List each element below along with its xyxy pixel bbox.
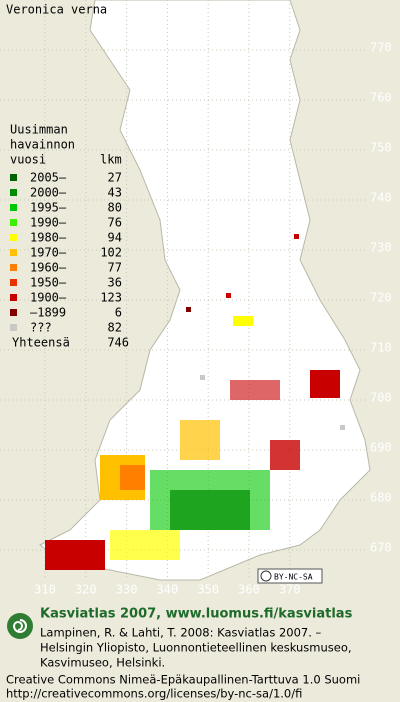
legend-swatch [10, 264, 17, 271]
y-grid-label: 670 [370, 541, 392, 555]
observation-cluster [170, 490, 250, 530]
cc-icon [260, 570, 272, 582]
legend-label: 1980– [30, 231, 67, 245]
legend-swatch [10, 189, 17, 196]
logo-swirl [12, 619, 27, 633]
citation-line: Lampinen, R. & Lahti, T. 2008: Kasviatla… [40, 626, 322, 640]
badge-box [257, 568, 323, 584]
legend-label: 2000– [30, 186, 67, 200]
badge-text: BY-NC-SA [274, 573, 313, 582]
legend-label: ??? [30, 321, 52, 335]
observation-cluster [45, 540, 105, 570]
legend-count: 102 [100, 246, 122, 260]
legend-swatch [10, 249, 17, 256]
legend-count: 27 [108, 171, 122, 185]
legend-label: –1899 [30, 306, 66, 320]
x-grid-label: 330 [116, 583, 138, 597]
legend-swatch [10, 204, 17, 211]
legend-count: 36 [108, 276, 122, 290]
observation-square [186, 307, 191, 312]
logo-circle [7, 613, 33, 639]
license-line: Creative Commons Nimeä-Epäkaupallinen-Ta… [6, 673, 360, 687]
legend-total: 746 [107, 336, 129, 350]
y-grid-label: 750 [370, 141, 392, 155]
legend-count: 94 [108, 231, 122, 245]
observation-square [200, 375, 205, 380]
legend-label: 2005– [30, 171, 67, 185]
map-title: Veronica verna [6, 3, 107, 17]
y-grid-label: 680 [370, 491, 392, 505]
logo [7, 613, 33, 639]
legend-swatch [10, 174, 17, 181]
y-grid-label: 740 [370, 191, 392, 205]
cc-badge: BY-NC-SA [257, 568, 323, 584]
legend-label: 1990– [30, 216, 67, 230]
x-grid-label: 340 [157, 583, 179, 597]
legend-count: 77 [108, 261, 122, 275]
observation-cluster [180, 420, 220, 460]
citation-line: Kasvimuseo, Helsinki. [40, 656, 165, 670]
legend-label: 1900– [30, 291, 67, 305]
legend-heading: vuosi [10, 153, 46, 167]
x-grid-label: 310 [34, 583, 56, 597]
observation-squares [45, 234, 345, 570]
legend-count: 43 [108, 186, 122, 200]
observation-cluster [110, 530, 180, 560]
legend-heading: Uusimman [10, 123, 68, 137]
citation-line: Helsingin Yliopisto, Luonnontieteellinen… [40, 641, 352, 655]
y-grid-label: 700 [370, 391, 392, 405]
legend-label: 1950– [30, 276, 67, 290]
license-line: http://creativecommons.org/licenses/by-n… [6, 687, 302, 701]
observation-square [340, 425, 345, 430]
observation-square [294, 234, 299, 239]
observation-cluster [310, 370, 340, 398]
legend-heading: havainnon [10, 138, 75, 152]
y-grid-label: 720 [370, 291, 392, 305]
footer-headline: Kasviatlas 2007, www.luomus.fi/kasviatla… [40, 607, 353, 622]
observation-cluster [230, 380, 280, 400]
observation-cluster [120, 465, 145, 490]
x-grid-label: 320 [75, 583, 97, 597]
observation-cluster [233, 316, 253, 326]
y-grid-label: 730 [370, 241, 392, 255]
observation-cluster [270, 440, 300, 470]
grid: 310 320 330 340 350 360 370 770 760 750 740 730 720 7… [0, 0, 392, 597]
legend-swatch [10, 294, 17, 301]
legend-swatch [10, 324, 17, 331]
legend-label: 1970– [30, 246, 67, 260]
legend-label: 1995– [30, 201, 67, 215]
x-grid-label: 350 [197, 583, 219, 597]
legend-swatch [10, 309, 17, 316]
y-grid-label: 690 [370, 441, 392, 455]
legend-swatch [10, 279, 17, 286]
legend-total-label: Yhteensä [12, 336, 70, 350]
legend-swatch [10, 234, 17, 241]
legend-count: 80 [108, 201, 122, 215]
legend-count: 123 [100, 291, 122, 305]
observation-square [226, 293, 231, 298]
legend-count: 82 [108, 321, 122, 335]
legend-count: 6 [115, 306, 122, 320]
legend-label: 1960– [30, 261, 67, 275]
x-grid-label: 370 [279, 583, 301, 597]
legend-count-heading: lkm [100, 153, 122, 167]
legend-swatch [10, 219, 17, 226]
x-grid-label: 360 [238, 583, 260, 597]
y-grid-label: 760 [370, 91, 392, 105]
y-grid-label: 710 [370, 341, 392, 355]
legend-count: 76 [108, 216, 122, 230]
y-grid-label: 770 [370, 41, 392, 55]
